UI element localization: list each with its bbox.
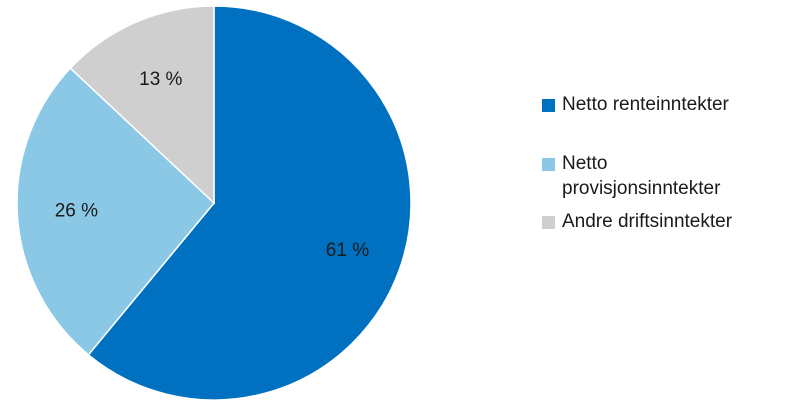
pie-slice-netto-renteinntekter [87, 5, 412, 401]
legend-swatch-netto-renteinntekter [542, 99, 555, 112]
legend-item-netto-renteinntekter: Netto renteinntekter [542, 92, 807, 117]
legend-label-netto-provisjonsinntekter-line1: Netto [562, 153, 608, 174]
legend-label-netto-provisjonsinntekter-line2: provisjonsinntekter [562, 178, 721, 199]
legend-item-netto-provisjonsinntekter: Netto provisjonsinntekter [542, 151, 802, 201]
legend-swatch-netto-provisjonsinntekter [542, 158, 555, 171]
legend-label-andre-driftsinntekter: Andre driftsinntekter [562, 211, 733, 232]
data-label-netto-provisjonsinntekter: 26 % [55, 201, 98, 222]
legend-item-andre-driftsinntekter: Andre driftsinntekter [542, 209, 807, 234]
pie-slice-netto-provisjonsinntekter [16, 67, 216, 356]
legend-label-netto-renteinntekter: Netto renteinntekter [562, 94, 729, 115]
data-label-andre-driftsinntekter: 13 % [139, 69, 182, 90]
chart-legend: Netto renteinntekter Netto provisjonsinn… [542, 92, 807, 268]
data-label-netto-renteinntekter: 61 % [326, 240, 369, 261]
pie-slice-andre-driftsinntekter [69, 5, 215, 205]
legend-swatch-andre-driftsinntekter [542, 216, 555, 229]
